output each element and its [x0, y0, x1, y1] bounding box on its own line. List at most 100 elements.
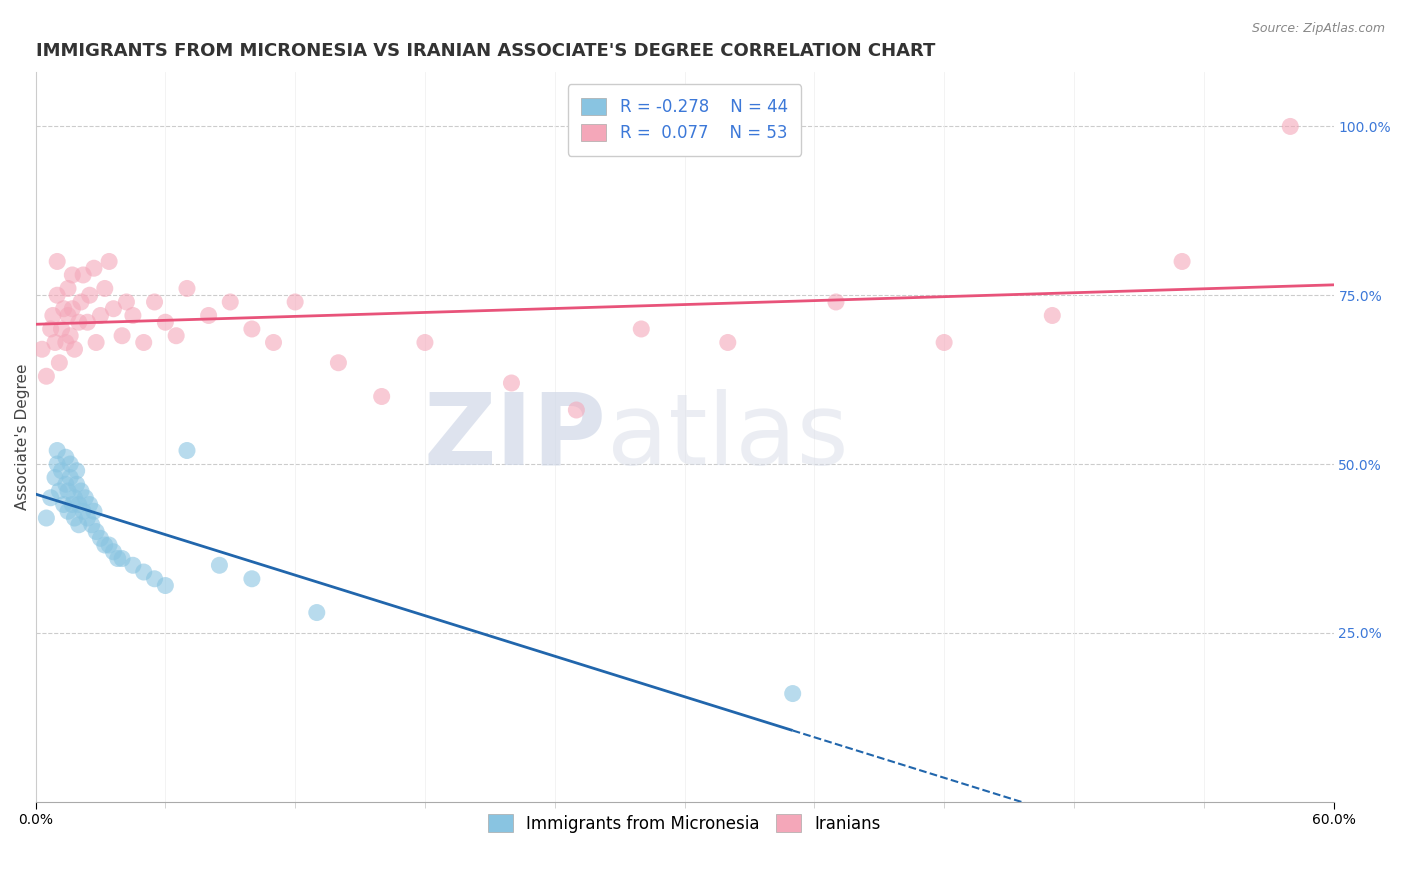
- Legend: Immigrants from Micronesia, Iranians: Immigrants from Micronesia, Iranians: [477, 803, 893, 845]
- Point: [60, 301, 83, 316]
- Point: [56, 483, 79, 498]
- Point: [55, 477, 77, 491]
- Point: [31, 343, 53, 357]
- Point: [51, 464, 73, 478]
- Y-axis label: Associate's Degree: Associate's Degree: [15, 364, 30, 510]
- Point: [67, 498, 90, 512]
- Point: [67, 315, 90, 329]
- Point: [94, 281, 117, 295]
- Point: [111, 551, 134, 566]
- Text: ZIP: ZIP: [423, 389, 606, 485]
- Point: [46, 457, 69, 471]
- Text: Source: ZipAtlas.com: Source: ZipAtlas.com: [1251, 22, 1385, 36]
- Point: [1040, 309, 1063, 323]
- Point: [42, 309, 65, 323]
- Text: atlas: atlas: [606, 389, 848, 485]
- Point: [111, 328, 134, 343]
- Point: [39, 491, 62, 505]
- Point: [1171, 254, 1194, 268]
- Point: [46, 288, 69, 302]
- Point: [59, 470, 82, 484]
- Point: [1279, 120, 1302, 134]
- Point: [35, 369, 58, 384]
- Point: [66, 477, 89, 491]
- Point: [122, 558, 145, 573]
- Point: [72, 504, 94, 518]
- Point: [630, 322, 652, 336]
- Point: [501, 376, 523, 390]
- Point: [98, 538, 121, 552]
- Point: [55, 450, 77, 465]
- Point: [305, 606, 328, 620]
- Point: [155, 578, 177, 592]
- Point: [143, 295, 166, 310]
- Text: IMMIGRANTS FROM MICRONESIA VS IRANIAN ASSOCIATE'S DEGREE CORRELATION CHART: IMMIGRANTS FROM MICRONESIA VS IRANIAN AS…: [35, 42, 935, 60]
- Point: [60, 268, 83, 282]
- Point: [143, 572, 166, 586]
- Point: [51, 322, 73, 336]
- Point: [132, 335, 155, 350]
- Point: [63, 511, 86, 525]
- Point: [176, 443, 198, 458]
- Point: [76, 315, 98, 329]
- Point: [66, 464, 89, 478]
- Point: [165, 328, 187, 343]
- Point: [70, 483, 93, 498]
- Point: [52, 301, 75, 316]
- Point: [89, 531, 111, 545]
- Point: [39, 322, 62, 336]
- Point: [122, 309, 145, 323]
- Point: [932, 335, 955, 350]
- Point: [67, 517, 90, 532]
- Point: [565, 403, 588, 417]
- Point: [94, 538, 117, 552]
- Point: [825, 295, 848, 310]
- Point: [717, 335, 740, 350]
- Point: [89, 309, 111, 323]
- Point: [46, 443, 69, 458]
- Point: [263, 335, 285, 350]
- Point: [83, 504, 105, 518]
- Point: [208, 558, 231, 573]
- Point: [55, 335, 77, 350]
- Point: [56, 309, 79, 323]
- Point: [63, 491, 86, 505]
- Point: [328, 356, 350, 370]
- Point: [59, 457, 82, 471]
- Point: [46, 254, 69, 268]
- Point: [59, 328, 82, 343]
- Point: [98, 254, 121, 268]
- Point: [44, 335, 66, 350]
- Point: [79, 288, 101, 302]
- Point: [83, 261, 105, 276]
- Point: [48, 483, 70, 498]
- Point: [79, 498, 101, 512]
- Point: [84, 524, 107, 539]
- Point: [48, 356, 70, 370]
- Point: [72, 268, 94, 282]
- Point: [80, 517, 103, 532]
- Point: [63, 343, 86, 357]
- Point: [103, 301, 125, 316]
- Point: [370, 389, 392, 403]
- Point: [176, 281, 198, 295]
- Point: [76, 511, 98, 525]
- Point: [35, 511, 58, 525]
- Point: [52, 498, 75, 512]
- Point: [70, 295, 93, 310]
- Point: [240, 572, 263, 586]
- Point: [44, 470, 66, 484]
- Point: [103, 545, 125, 559]
- Point: [197, 309, 219, 323]
- Point: [132, 565, 155, 579]
- Point: [240, 322, 263, 336]
- Point: [782, 687, 804, 701]
- Point: [107, 551, 129, 566]
- Point: [56, 504, 79, 518]
- Point: [84, 335, 107, 350]
- Point: [60, 498, 83, 512]
- Point: [219, 295, 242, 310]
- Point: [155, 315, 177, 329]
- Point: [56, 281, 79, 295]
- Point: [115, 295, 138, 310]
